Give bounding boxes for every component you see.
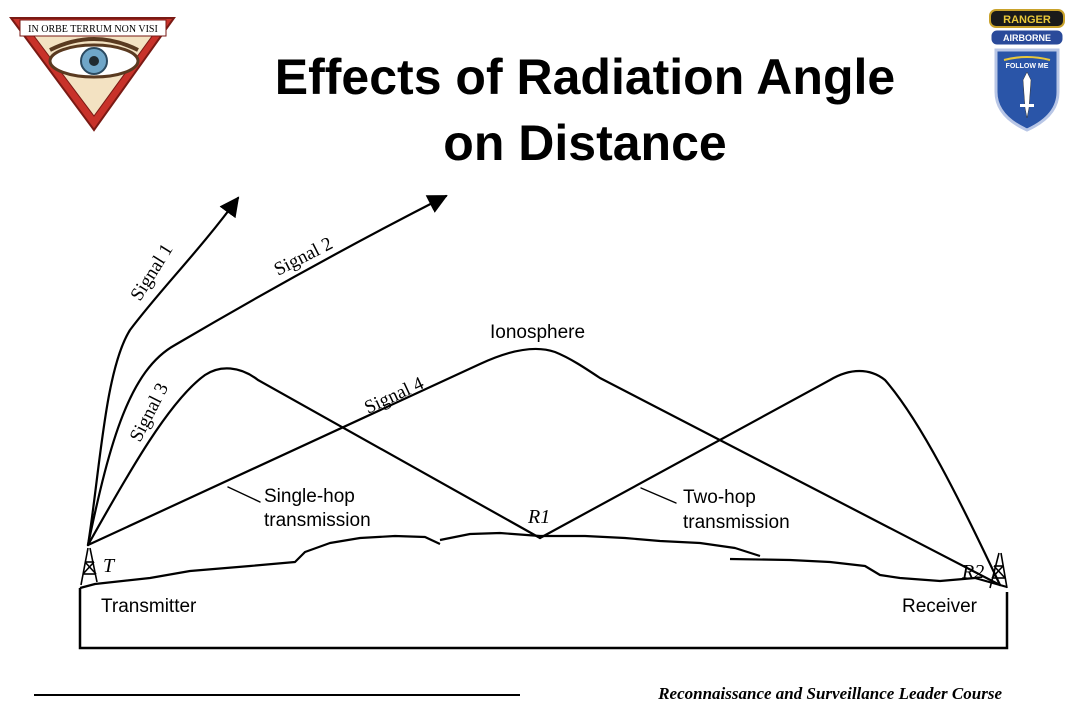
signal-4-label: Signal 4 xyxy=(361,373,427,419)
eye-triangle-insignia-icon: IN ORBE TERRUM NON VISI xyxy=(9,17,176,132)
r2-label: R2 xyxy=(961,561,984,583)
single-hop-leader xyxy=(227,486,261,503)
title-line-1: Effects of Radiation Angle xyxy=(274,49,896,105)
transmitter-tower xyxy=(80,547,98,586)
left-insignia-motto: IN ORBE TERRUM NON VISI xyxy=(28,24,158,35)
single-hop-label-line1: Single-hop xyxy=(264,486,355,507)
signal-1-label: Signal 1 xyxy=(126,240,177,304)
transmitter-label: Transmitter xyxy=(101,596,197,617)
t-label: T xyxy=(103,555,116,577)
ionosphere-label: Ionosphere xyxy=(490,322,585,343)
signal-2-path xyxy=(86,194,448,547)
r1-label: R1 xyxy=(527,506,550,528)
receiver-tower xyxy=(989,552,1008,589)
signal-2-label: Signal 2 xyxy=(271,233,337,280)
terrain-profile xyxy=(79,531,1008,590)
two-hop-label-line2: transmission xyxy=(683,512,790,533)
infantry-shield-insignia-icon: RANGER AIRBORNE FOLLOW ME xyxy=(989,9,1065,132)
signal-3-label: Signal 3 xyxy=(126,380,173,446)
two-hop-leader xyxy=(640,487,677,504)
signal-3-path xyxy=(86,367,542,547)
single-hop-path xyxy=(86,347,1002,587)
follow-me-text: FOLLOW ME xyxy=(1006,63,1049,70)
title-line-2: on Distance xyxy=(443,115,727,171)
ground-block xyxy=(78,588,1009,650)
slide-title: Effects of Radiation Angle on Distance xyxy=(180,44,990,176)
ranger-tab-text: RANGER xyxy=(1003,14,1051,26)
footer-course-name: Reconnaissance and Surveillance Leader C… xyxy=(658,684,1002,703)
two-hop-path xyxy=(538,369,1002,587)
signal-1-path xyxy=(86,196,240,547)
receiver-label: Receiver xyxy=(902,596,978,617)
single-hop-label-line2: transmission xyxy=(264,510,371,531)
footer-rule xyxy=(34,694,520,696)
airborne-tab-text: AIRBORNE xyxy=(1003,33,1051,43)
two-hop-label-line1: Two-hop xyxy=(683,487,756,508)
